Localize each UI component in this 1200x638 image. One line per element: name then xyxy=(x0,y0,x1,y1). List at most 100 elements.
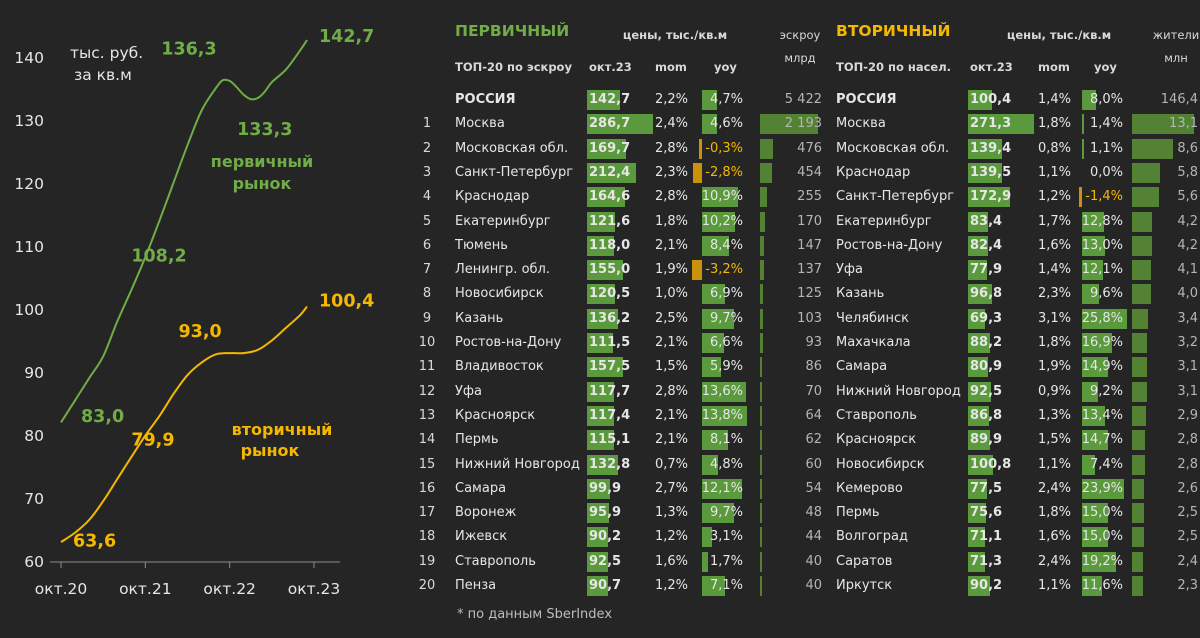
mom-value: 2,4% xyxy=(1038,480,1072,496)
extra-bar xyxy=(1132,576,1143,596)
price-value: 77,9 xyxy=(970,262,1003,278)
mom-value: 2,8% xyxy=(655,140,689,156)
extra-bar xyxy=(1132,260,1152,281)
extra-bar xyxy=(760,187,767,208)
extra-value: 62 xyxy=(805,432,822,448)
price-value: 212,4 xyxy=(589,164,631,180)
price-bar xyxy=(587,430,614,451)
extra-value: 13,1 xyxy=(1169,116,1198,132)
extra-bar xyxy=(1132,333,1148,353)
series-lines xyxy=(60,39,308,543)
price-value: 100,4 xyxy=(970,92,1012,107)
yoy-value: 12,1% xyxy=(701,480,743,496)
yoy-bar xyxy=(1082,381,1098,402)
extra-bar xyxy=(760,357,763,378)
row-rank: 6 xyxy=(422,237,432,253)
extra-value: 93 xyxy=(805,335,822,350)
row-name: Москва xyxy=(836,116,886,132)
price-value: 139,4 xyxy=(970,140,1012,156)
price-bar xyxy=(587,235,615,256)
row-rank: 1 xyxy=(422,116,432,132)
extra-bar xyxy=(760,284,764,305)
yoy-bar xyxy=(702,90,718,110)
row-name: Санкт-Петербург xyxy=(455,164,574,180)
col-price: окт.23 xyxy=(970,60,1013,74)
extra-value: 3,1 xyxy=(1177,383,1198,399)
data-label: 93,0 xyxy=(178,322,221,342)
extra-value: 70 xyxy=(805,383,822,399)
mom-value: 0,8% xyxy=(1038,140,1072,156)
price-bar xyxy=(968,260,987,281)
row-name: Екатеринбург xyxy=(455,213,551,229)
extra-value: 4,1 xyxy=(1177,262,1198,278)
yoy-bar xyxy=(1082,430,1108,451)
row-rank: 9 xyxy=(422,310,432,326)
extra-bar xyxy=(760,430,762,451)
extra-value: 3,2 xyxy=(1177,335,1198,350)
price-bar xyxy=(968,235,988,256)
y-axis: 60 70 80 90 100 110 120 130 140 xyxy=(14,49,44,571)
yoy-bar xyxy=(1082,235,1105,256)
yoy-bar xyxy=(1082,284,1099,305)
price-bar xyxy=(587,527,608,548)
yoy-value: 9,7% xyxy=(709,505,743,521)
mom-value: 2,4% xyxy=(1038,553,1072,569)
price-value: 89,9 xyxy=(970,432,1003,448)
price-value: 90,2 xyxy=(970,578,1003,593)
yoy-value: -2,8% xyxy=(705,164,743,180)
extra-value: 5,8 xyxy=(1177,164,1198,180)
row-rank: 10 xyxy=(418,335,436,350)
yoy-bar xyxy=(702,211,736,232)
row-rank: 3 xyxy=(422,164,432,180)
yoy-bar xyxy=(702,357,722,378)
mom-value: 1,6% xyxy=(655,553,689,569)
yoy-bar xyxy=(1082,357,1108,378)
row-name: Новосибирск xyxy=(455,286,544,302)
price-bar xyxy=(587,187,625,208)
extra-value: 3,1 xyxy=(1177,359,1198,375)
price-bar xyxy=(968,284,992,305)
extra-value: 4,2 xyxy=(1177,213,1198,229)
price-value: 92,5 xyxy=(970,383,1003,399)
mom-value: 1,0% xyxy=(655,286,689,302)
yoy-value: 9,7% xyxy=(709,310,743,326)
data-label: 83,0 xyxy=(81,407,124,427)
y-tick-label: 80 xyxy=(24,427,44,445)
row-name: Московская обл. xyxy=(455,140,569,156)
price-value: 286,7 xyxy=(589,116,631,132)
extra-value: 146,4 xyxy=(1160,92,1198,107)
row-name: Пермь xyxy=(836,505,880,521)
yoy-value: 12,1% xyxy=(1081,262,1123,278)
yoy-bar xyxy=(1082,454,1095,475)
yoy-value: 1,4% xyxy=(1089,116,1123,132)
yoy-value: 12,8% xyxy=(1081,213,1123,229)
price-value: 95,9 xyxy=(589,505,622,521)
yoy-value: 23,9% xyxy=(1081,480,1123,496)
extra-bar xyxy=(1132,503,1144,524)
yoy-value: 4,7% xyxy=(709,92,743,107)
extra-bar xyxy=(1132,114,1194,135)
row-rank: 2 xyxy=(422,140,432,156)
yoy-bar xyxy=(1082,211,1105,232)
y-tick-label: 90 xyxy=(24,364,44,382)
yoy-bar xyxy=(702,308,734,329)
extra-bar xyxy=(1132,162,1160,183)
y-tick-label: 60 xyxy=(24,553,44,571)
mom-value: 1,6% xyxy=(1038,529,1072,545)
yoy-bar xyxy=(1082,138,1084,159)
yoy-bar xyxy=(702,333,724,353)
extra-value: 137 xyxy=(797,262,822,278)
yoy-value: 7,1% xyxy=(709,578,743,593)
yoy-bar xyxy=(702,381,747,402)
mom-value: 2,4% xyxy=(655,116,689,132)
series-name-secondary-2: рынок xyxy=(241,441,300,460)
subtitle: ТОП-20 по насел. xyxy=(836,60,951,74)
price-bar xyxy=(587,576,608,596)
yoy-bar xyxy=(702,284,725,305)
yoy-bar xyxy=(1082,527,1109,548)
price-bar xyxy=(587,308,619,329)
data-label: 108,2 xyxy=(131,246,186,266)
col-yoy: yoy xyxy=(1094,60,1117,74)
yoy-value: 7,4% xyxy=(1089,456,1123,472)
